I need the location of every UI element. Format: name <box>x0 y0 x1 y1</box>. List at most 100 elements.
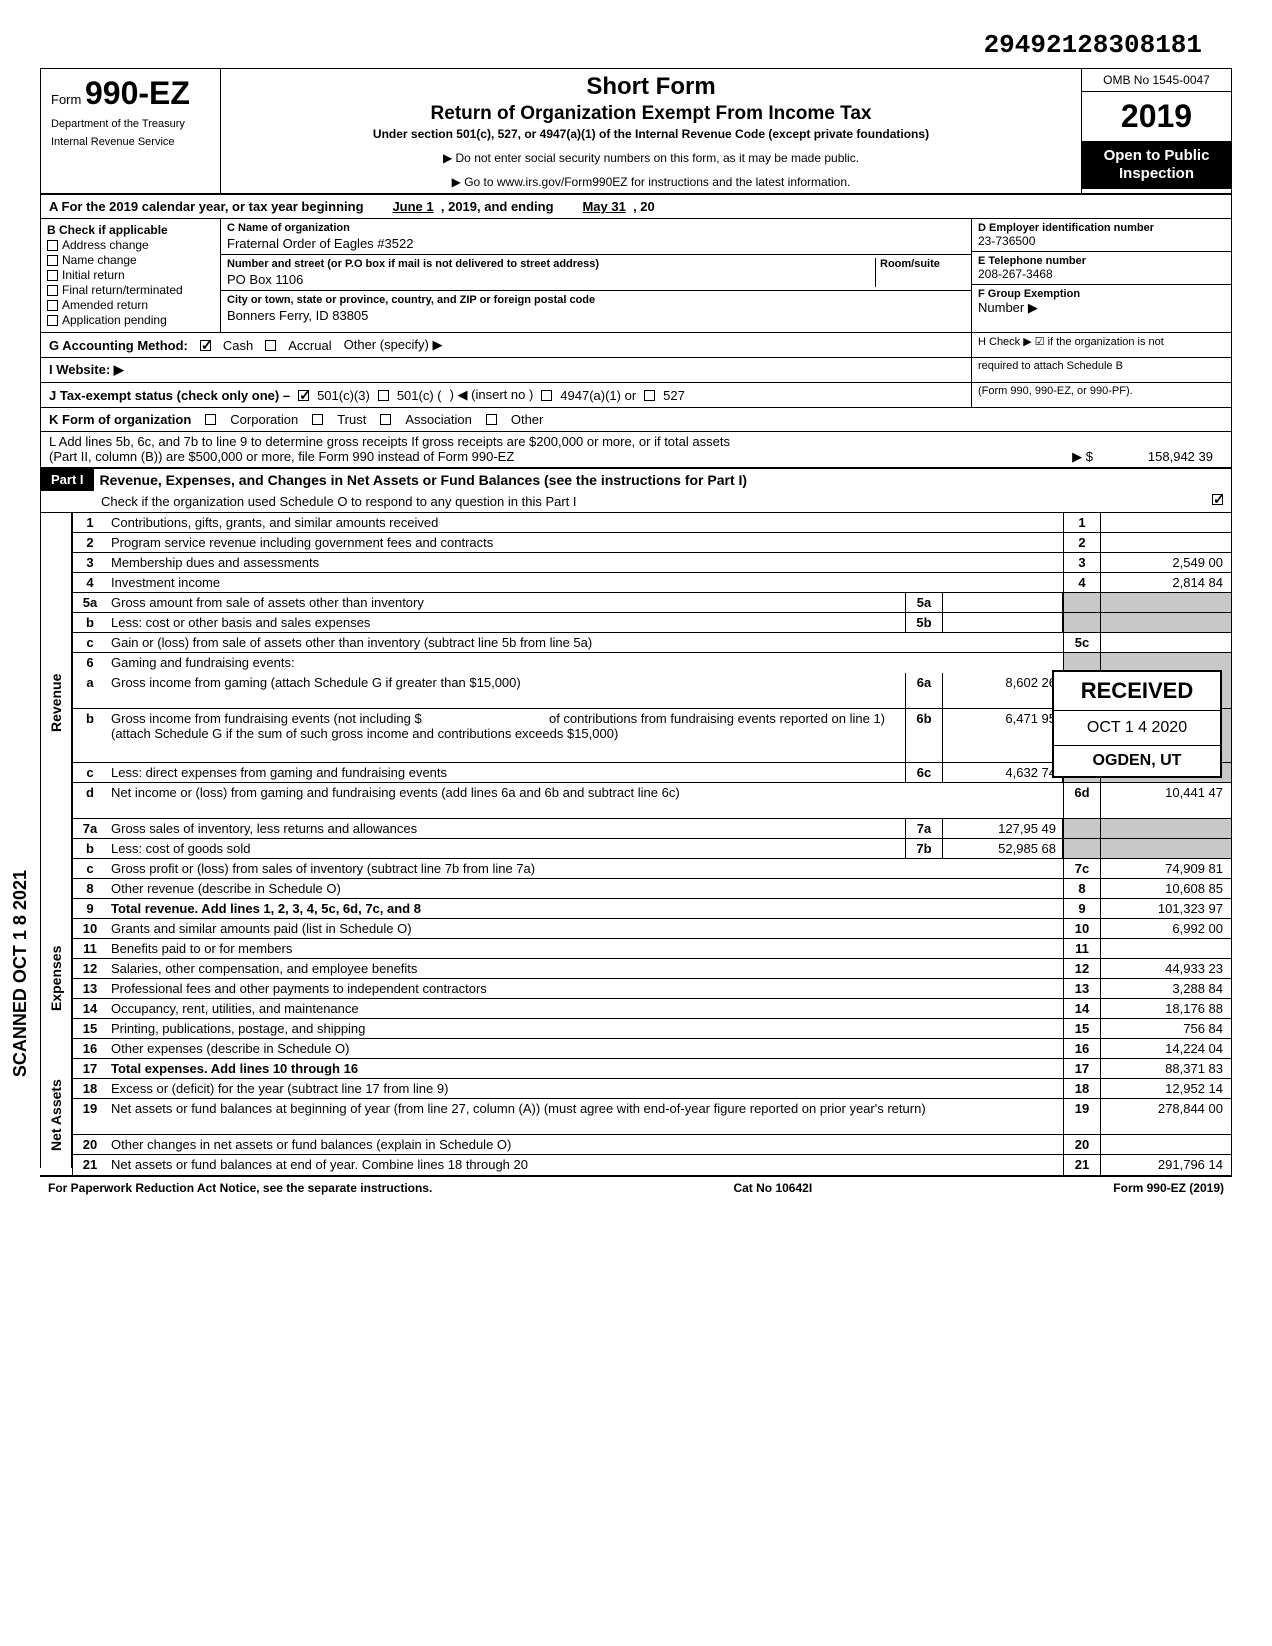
checkbox-trust[interactable] <box>312 414 323 425</box>
section-b-label: B Check if applicable <box>47 223 214 237</box>
l6b-mn: 6b <box>905 709 943 762</box>
received-stamp: RECEIVED OCT 1 4 2020 OGDEN, UT <box>1052 670 1222 778</box>
l15-desc: Printing, publications, postage, and shi… <box>107 1019 1063 1038</box>
title-return: Return of Organization Exempt From Incom… <box>251 103 1051 125</box>
line-j-row: J Tax-exempt status (check only one) – 5… <box>40 383 1232 408</box>
l5c-desc: Gain or (loss) from sale of assets other… <box>107 633 1063 652</box>
line-h-text: H Check ▶ ☑ if the organization is not <box>978 335 1225 348</box>
line-l-value: 158,942 39 <box>1093 449 1223 465</box>
checkbox-application-pending[interactable] <box>47 315 58 326</box>
l7a-mn: 7a <box>905 819 943 838</box>
l12-rv: 44,933 23 <box>1101 959 1231 978</box>
checkbox-corporation[interactable] <box>205 414 216 425</box>
line-a-mid: , 2019, and ending <box>441 199 554 214</box>
city-label: City or town, state or province, country… <box>227 294 965 306</box>
footer-left: For Paperwork Reduction Act Notice, see … <box>48 1181 432 1195</box>
l5a-num: 5a <box>73 593 107 612</box>
footer: For Paperwork Reduction Act Notice, see … <box>40 1176 1232 1199</box>
l5a-shade2 <box>1101 593 1231 612</box>
org-name: Fraternal Order of Eagles #3522 <box>227 234 965 251</box>
checkbox-4947[interactable] <box>541 390 552 401</box>
lbl-initial-return: Initial return <box>62 268 125 282</box>
lbl-application-pending: Application pending <box>62 313 167 327</box>
part1-title: Revenue, Expenses, and Changes in Net As… <box>94 469 754 491</box>
l6b-desc: Gross income from fundraising events (no… <box>107 709 905 762</box>
l17-num: 17 <box>73 1059 107 1078</box>
ein-label: D Employer identification number <box>978 222 1225 234</box>
checkbox-initial-return[interactable] <box>47 270 58 281</box>
footer-mid: Cat No 10642I <box>733 1181 812 1195</box>
l5b-num: b <box>73 613 107 632</box>
l11-desc: Benefits paid to or for members <box>107 939 1063 958</box>
part1-check-row: Check if the organization used Schedule … <box>40 491 1232 513</box>
org-address: PO Box 1106 <box>227 270 875 287</box>
section-c: C Name of organization Fraternal Order o… <box>221 219 971 332</box>
room-label: Room/suite <box>880 258 965 270</box>
line-j-label: J Tax-exempt status (check only one) – <box>49 388 290 403</box>
l6d-desc: Net income or (loss) from gaming and fun… <box>107 783 1063 818</box>
group-exemption-number: Number ▶ <box>978 300 1225 316</box>
checkbox-accrual[interactable] <box>265 340 276 351</box>
l6c-mv: 4,632 74 <box>943 763 1063 782</box>
l2-num: 2 <box>73 533 107 552</box>
org-name-label: C Name of organization <box>227 222 965 234</box>
l21-desc: Net assets or fund balances at end of ye… <box>107 1155 1063 1175</box>
l19-desc: Net assets or fund balances at beginning… <box>107 1099 1063 1134</box>
checkbox-name-change[interactable] <box>47 255 58 266</box>
checkbox-501c3[interactable] <box>298 390 309 401</box>
lbl-final-return: Final return/terminated <box>62 283 183 297</box>
lbl-corporation: Corporation <box>230 412 298 427</box>
l11-rn: 11 <box>1063 939 1101 958</box>
omb-number: OMB No 1545-0047 <box>1082 69 1231 92</box>
checkbox-association[interactable] <box>380 414 391 425</box>
checkbox-amended-return[interactable] <box>47 300 58 311</box>
line-i-label: I Website: ▶ <box>49 362 124 377</box>
l6c-num: c <box>73 763 107 782</box>
l17-rv: 88,371 83 <box>1101 1059 1231 1078</box>
ein-value: 23-736500 <box>978 234 1225 248</box>
l3-rn: 3 <box>1063 553 1101 572</box>
l7c-rn: 7c <box>1063 859 1101 878</box>
tax-year-end: May 31 <box>582 199 625 214</box>
l13-rn: 13 <box>1063 979 1101 998</box>
l19-rv: 278,844 00 <box>1101 1099 1231 1134</box>
title-under-section: Under section 501(c), 527, or 4947(a)(1)… <box>251 127 1051 141</box>
lbl-accrual: Accrual <box>288 338 331 353</box>
l12-desc: Salaries, other compensation, and employ… <box>107 959 1063 978</box>
checkbox-cash[interactable] <box>200 340 211 351</box>
l3-rv: 2,549 00 <box>1101 553 1231 572</box>
line-i-row: I Website: ▶ required to attach Schedule… <box>40 358 1232 383</box>
form-prefix: Form <box>51 92 81 107</box>
lbl-k-other: Other <box>511 412 544 427</box>
l7a-shade <box>1063 819 1101 838</box>
checkbox-501c[interactable] <box>378 390 389 401</box>
bcd-row: B Check if applicable Address change Nam… <box>40 219 1232 333</box>
checkbox-schedule-o[interactable] <box>1212 494 1223 505</box>
org-city: Bonners Ferry, ID 83805 <box>227 306 965 323</box>
scanned-stamp: SCANNED OCT 1 8 2021 <box>10 870 31 1077</box>
l7a-mv: 127,95 49 <box>943 819 1063 838</box>
l7c-desc: Gross profit or (loss) from sales of inv… <box>107 859 1063 878</box>
lbl-trust: Trust <box>337 412 366 427</box>
line-a: A For the 2019 calendar year, or tax yea… <box>40 195 1232 219</box>
checkbox-address-change[interactable] <box>47 240 58 251</box>
checkbox-k-other[interactable] <box>486 414 497 425</box>
l7b-mn: 7b <box>905 839 943 858</box>
l20-rv <box>1101 1135 1231 1154</box>
line-h-text3: (Form 990, 990-EZ, or 990-PF). <box>971 383 1231 407</box>
l6d-rn: 6d <box>1063 783 1101 818</box>
l12-num: 12 <box>73 959 107 978</box>
l1-desc: Contributions, gifts, grants, and simila… <box>107 513 1063 532</box>
l5a-shade <box>1063 593 1101 612</box>
l5b-mv <box>943 613 1063 632</box>
line-k-label: K Form of organization <box>49 412 191 427</box>
line-a-yr: , 20 <box>633 199 655 214</box>
tel-value: 208-267-3468 <box>978 267 1225 281</box>
l5a-desc: Gross amount from sale of assets other t… <box>107 593 905 612</box>
l16-rn: 16 <box>1063 1039 1101 1058</box>
checkbox-527[interactable] <box>644 390 655 401</box>
l21-rv: 291,796 14 <box>1101 1155 1231 1175</box>
checkbox-final-return[interactable] <box>47 285 58 296</box>
l7a-desc: Gross sales of inventory, less returns a… <box>107 819 905 838</box>
l10-num: 10 <box>73 919 107 938</box>
